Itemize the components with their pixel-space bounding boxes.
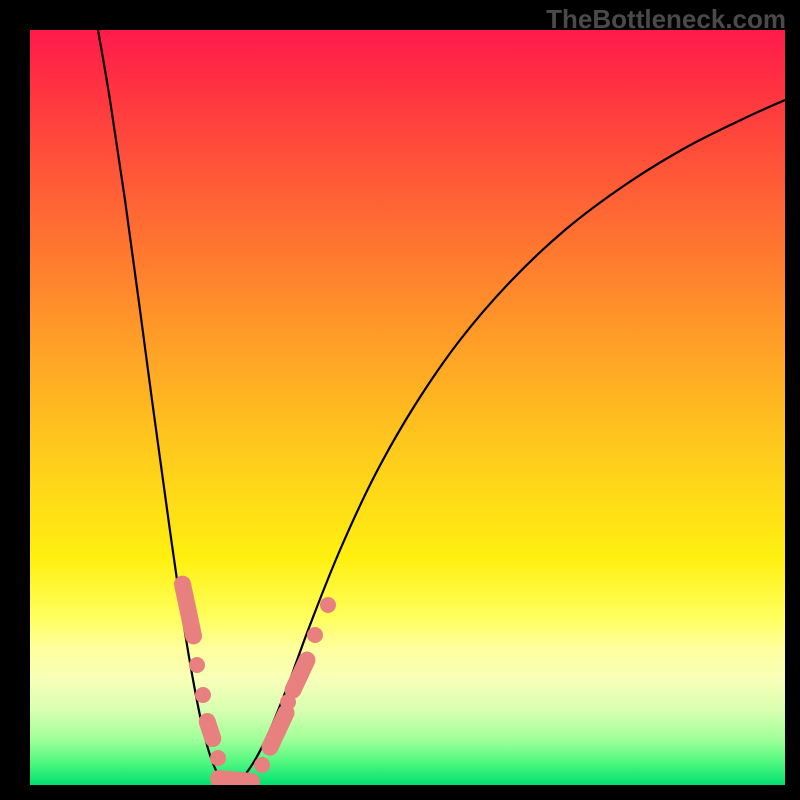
marker-capsule bbox=[209, 769, 260, 785]
marker-dot bbox=[307, 627, 323, 643]
marker-dot bbox=[195, 687, 211, 703]
marker-dot bbox=[210, 750, 226, 766]
marker-dot bbox=[254, 757, 270, 773]
marker-capsule bbox=[282, 649, 319, 701]
marker-capsule bbox=[172, 574, 203, 646]
marker-dot bbox=[280, 694, 296, 710]
curve-layer bbox=[30, 30, 785, 785]
curve-left-branch bbox=[98, 30, 230, 785]
marker-dot bbox=[189, 657, 205, 673]
marker-dot bbox=[320, 597, 336, 613]
curve-right-branch bbox=[230, 100, 785, 785]
plot-area bbox=[30, 30, 785, 785]
watermark-text: TheBottleneck.com bbox=[546, 4, 786, 35]
marker-capsule bbox=[197, 711, 224, 750]
marker-capsule bbox=[259, 701, 298, 758]
chart-container: TheBottleneck.com bbox=[0, 0, 800, 800]
